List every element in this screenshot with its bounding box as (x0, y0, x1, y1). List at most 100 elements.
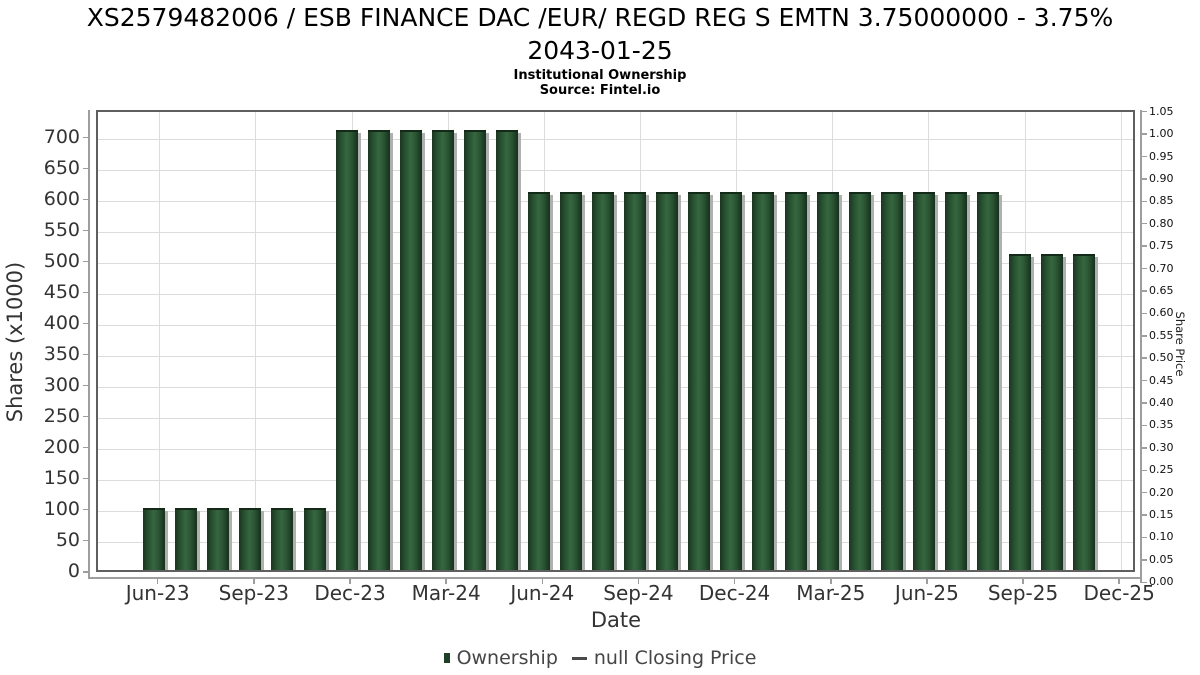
ownership-bar[interactable] (368, 130, 390, 570)
ownership-bar[interactable] (1073, 254, 1095, 570)
left-axis-tick-label: 600 (43, 187, 80, 210)
x-axis-tick-label: Sep-25 (987, 581, 1059, 605)
right-axis-tick-mark (1142, 424, 1147, 427)
legend-item-closing-price[interactable]: null Closing Price (571, 647, 757, 669)
ownership-bar[interactable] (207, 508, 229, 570)
ownership-bar[interactable] (464, 130, 486, 570)
y-axis-title-right: Share Price (1173, 311, 1187, 377)
right-axis-tick-mark (1142, 514, 1147, 516)
horizontal-gridline (98, 356, 1133, 358)
left-axis-tick-mark (83, 539, 88, 542)
ownership-bar[interactable] (752, 192, 774, 570)
right-axis-tick-label: 0.50 (1149, 351, 1174, 365)
left-axis-tick-mark (83, 291, 88, 294)
horizontal-gridline (98, 387, 1133, 389)
legend-item-ownership[interactable]: Ownership (443, 647, 558, 669)
x-axis-tick-mark (445, 579, 447, 584)
ownership-bar[interactable] (175, 508, 197, 570)
right-axis-tick-mark (1142, 178, 1147, 180)
ownership-bar[interactable] (336, 130, 358, 570)
chart-title-line2: 2043-01-25 (527, 36, 673, 65)
x-axis-tick-mark (733, 579, 736, 584)
ownership-bar[interactable] (881, 192, 903, 570)
ownership-bar[interactable] (785, 192, 807, 570)
left-axis-tick-label: 100 (43, 497, 80, 520)
right-axis-tick-label: 0.35 (1149, 418, 1174, 432)
horizontal-gridline (98, 139, 1133, 141)
ownership-bar[interactable] (656, 192, 678, 570)
right-axis-tick-label: 0.20 (1149, 485, 1174, 499)
ownership-square-marker-icon (443, 653, 450, 663)
x-axis-title: Date (590, 608, 642, 632)
legend-label-closing-price: null Closing Price (593, 647, 757, 669)
right-axis-tick-label: 0.25 (1149, 463, 1174, 477)
right-axis-tick-mark (1142, 245, 1147, 247)
right-axis-tick-label: 0.30 (1149, 440, 1174, 454)
left-axis-tick-label: 0 (67, 560, 80, 582)
ownership-bar[interactable] (304, 508, 326, 570)
x-axis-tick-label: Dec-25 (1083, 581, 1155, 605)
ownership-bar[interactable] (977, 192, 999, 570)
left-axis-tick-mark (83, 322, 88, 325)
right-axis-tick-mark (1142, 447, 1147, 449)
ownership-bar[interactable] (528, 192, 550, 570)
left-axis-tick-mark (83, 136, 88, 139)
x-axis-tick-label: Sep-23 (218, 581, 290, 605)
ownership-bar[interactable] (817, 192, 839, 570)
ownership-bar[interactable] (271, 508, 293, 570)
right-axis-tick-mark (1142, 469, 1147, 471)
right-axis-tick-label: 0.85 (1149, 194, 1174, 208)
ownership-bar[interactable] (720, 192, 742, 570)
right-axis-tick-label: 0.75 (1149, 239, 1174, 253)
right-axis-tick-label: 0.90 (1149, 171, 1174, 185)
left-axis-tick-label: 700 (43, 125, 80, 148)
ownership-bar[interactable] (592, 192, 614, 570)
left-axis-tick-label: 400 (43, 311, 80, 334)
horizontal-gridline (98, 449, 1133, 451)
x-axis-tick-mark (1118, 579, 1120, 584)
right-axis-tick-mark (1142, 335, 1147, 337)
left-axis-tick-label: 250 (43, 404, 80, 427)
x-axis-tick-mark (1022, 579, 1024, 584)
x-axis-tick-mark (541, 579, 544, 584)
ownership-bar[interactable] (1009, 254, 1031, 570)
ownership-bar[interactable] (400, 130, 422, 570)
right-axis-tick-mark (1142, 133, 1147, 135)
ownership-bar[interactable] (239, 508, 261, 570)
right-axis-tick-label: 0.45 (1149, 373, 1174, 387)
right-axis-tick-label: 0.55 (1149, 328, 1174, 342)
left-axis-tick-label: 200 (43, 435, 80, 458)
left-axis-tick-label: 50 (55, 528, 80, 551)
right-axis-tick-mark (1142, 491, 1147, 494)
ownership-bar[interactable] (432, 130, 454, 570)
horizontal-gridline (98, 170, 1133, 172)
left-axis-tick-mark (83, 446, 88, 449)
ownership-bar[interactable] (913, 192, 935, 570)
right-axis-tick-mark (1142, 290, 1147, 292)
right-axis-tick-mark (1142, 222, 1147, 225)
ownership-bar[interactable] (143, 508, 165, 570)
ownership-bar[interactable] (1041, 254, 1063, 570)
left-axis-tick-label: 450 (43, 280, 80, 303)
right-axis-tick-label: 1.05 (1149, 104, 1174, 118)
ownership-bar[interactable] (624, 192, 646, 570)
x-axis-tick-mark (830, 579, 832, 584)
left-axis-tick-label: 350 (43, 342, 80, 365)
right-axis-tick-label: 0.40 (1149, 396, 1174, 410)
right-axis-tick-label: 0.15 (1149, 508, 1174, 522)
left-axis-tick-label: 300 (43, 373, 80, 396)
ownership-bar[interactable] (849, 192, 871, 570)
right-axis-tick-mark (1142, 357, 1147, 359)
right-axis-tick-mark (1142, 200, 1147, 203)
ownership-bar[interactable] (688, 192, 710, 570)
right-axis-tick-mark (1142, 536, 1147, 539)
ownership-bar[interactable] (945, 192, 967, 570)
chart-source: Source: Fintel.io (539, 83, 661, 98)
right-axis-tick-mark (1142, 402, 1147, 404)
ownership-bar[interactable] (496, 130, 518, 570)
left-axis-tick-mark (83, 353, 88, 356)
ownership-bar[interactable] (560, 192, 582, 570)
right-axis-tick-label: 0.70 (1149, 261, 1174, 275)
chart-subtitle: Institutional Ownership (513, 68, 687, 83)
